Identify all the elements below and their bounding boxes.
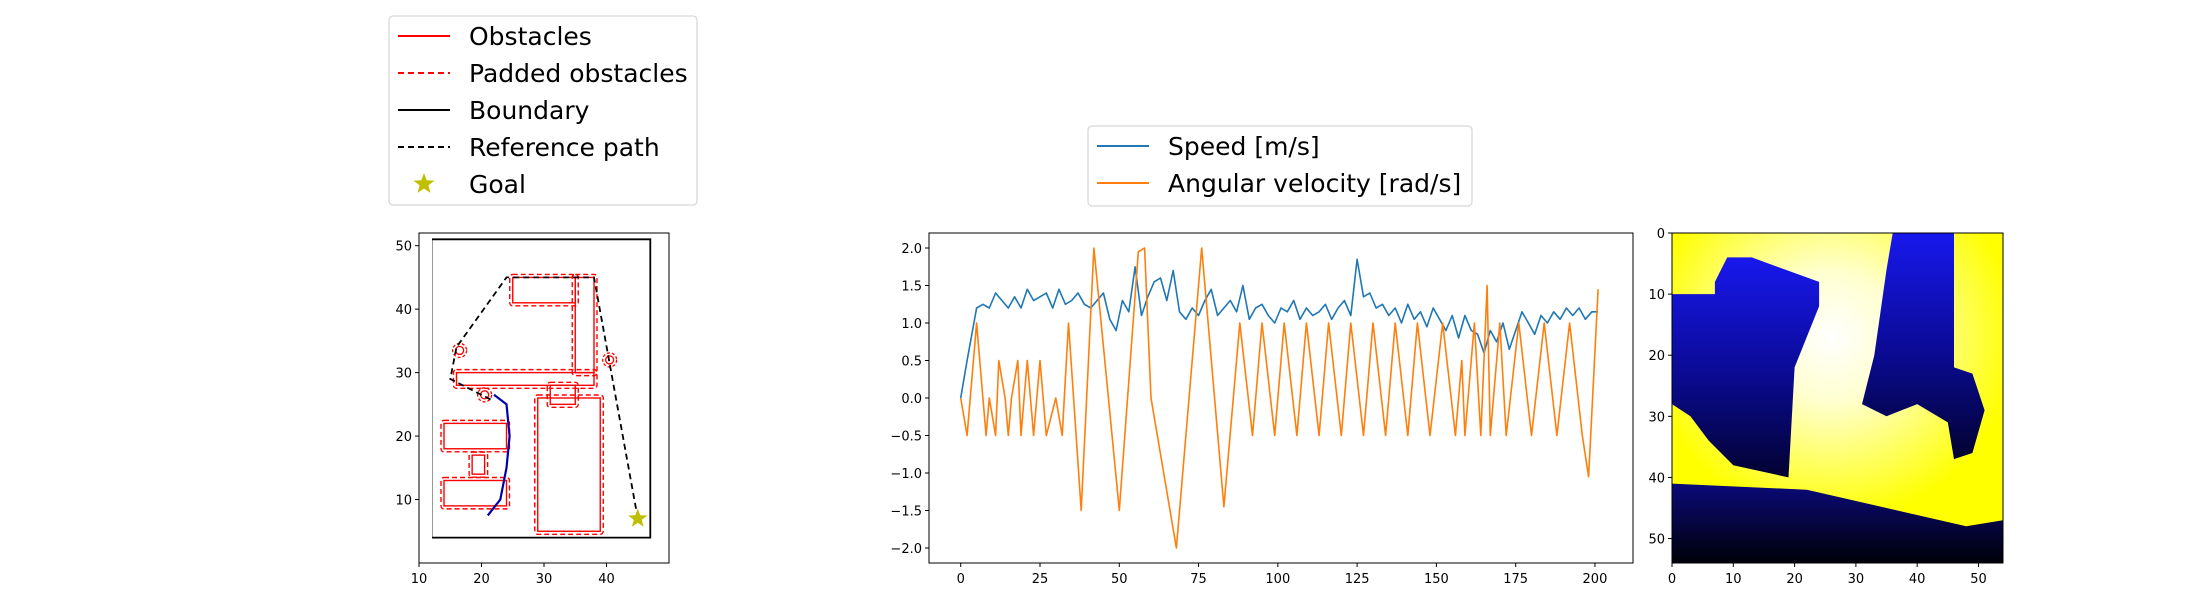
map-chart: 10 20 30 40 10 20 30 40 50 bbox=[395, 232, 670, 587]
obstacle bbox=[443, 479, 508, 507]
boundary bbox=[432, 238, 652, 539]
heatmap-dark-region bbox=[1672, 257, 1820, 478]
signals-chart: 0 25 50 75 100 125 150 175 200 −2.0 −1.5 −1.0 −0.5 0.… bbox=[890, 232, 1634, 587]
y-tick-label: 40 bbox=[395, 303, 412, 318]
legend-label: Angular velocity [rad/s] bbox=[1168, 169, 1461, 198]
x-tick-label: 50 bbox=[1970, 572, 1987, 587]
y-tick-label: 10 bbox=[395, 494, 412, 509]
x-tick-label: 0 bbox=[1668, 572, 1676, 587]
map-legend-frame bbox=[388, 15, 698, 206]
heatmap-dark-region bbox=[1862, 233, 1985, 460]
legend-label: Padded obstacles bbox=[469, 59, 688, 88]
executed-path bbox=[486, 393, 511, 517]
padded-obstacle bbox=[509, 273, 579, 307]
y-tick-label: 0 bbox=[1657, 227, 1665, 242]
padded-obstacle bbox=[440, 419, 511, 453]
y-tick-label: 50 bbox=[395, 240, 412, 255]
obstacle bbox=[471, 454, 486, 475]
x-tick-label: 20 bbox=[473, 572, 490, 587]
legend-label: Obstacles bbox=[469, 22, 592, 51]
y-tick-label: 1.0 bbox=[901, 317, 922, 332]
padded-obstacle bbox=[468, 451, 489, 478]
x-tick-label: 10 bbox=[411, 572, 428, 587]
obstacle bbox=[604, 355, 615, 365]
obstacle bbox=[454, 345, 465, 356]
y-tick-label: 40 bbox=[1648, 471, 1665, 486]
padded-obstacle bbox=[440, 476, 511, 510]
x-tick-label: 0 bbox=[957, 572, 965, 587]
x-tick-label: 75 bbox=[1190, 572, 1207, 587]
goal-marker bbox=[628, 508, 648, 527]
legend-label: Reference path bbox=[469, 133, 660, 162]
y-tick-label: 20 bbox=[1648, 349, 1665, 364]
legend-label: Speed [m/s] bbox=[1168, 132, 1320, 161]
y-tick-label: 0.5 bbox=[901, 355, 922, 370]
padded-obstacle bbox=[476, 387, 493, 403]
y-tick-label: 30 bbox=[1648, 410, 1665, 425]
padded-obstacle bbox=[571, 273, 598, 377]
obstacle bbox=[443, 422, 508, 450]
padded-obstacle bbox=[534, 394, 604, 535]
obstacle bbox=[537, 397, 601, 532]
x-tick-label: 150 bbox=[1424, 572, 1449, 587]
x-tick-label: 125 bbox=[1345, 572, 1370, 587]
legend-label: Goal bbox=[469, 170, 526, 199]
x-tick-label: 175 bbox=[1503, 572, 1528, 587]
y-tick-label: 1.5 bbox=[901, 280, 922, 295]
signals-legend: Speed [m/s] Angular velocity [rad/s] bbox=[1087, 125, 1473, 207]
obstacle bbox=[455, 371, 595, 387]
legend-goal-star-icon bbox=[413, 173, 435, 193]
y-tick-label: 2.0 bbox=[901, 242, 922, 257]
y-tick-label: 10 bbox=[1648, 288, 1665, 303]
angular-velocity-series-line bbox=[959, 247, 1599, 549]
x-tick-label: 20 bbox=[1786, 572, 1803, 587]
y-tick-label: −2.0 bbox=[890, 542, 922, 557]
legend-label: Boundary bbox=[469, 96, 590, 125]
y-tick-label: 0.0 bbox=[901, 392, 922, 407]
x-tick-label: 10 bbox=[1725, 572, 1742, 587]
y-tick-label: 50 bbox=[1648, 533, 1665, 548]
reference-path bbox=[449, 276, 639, 519]
y-tick-label: 30 bbox=[395, 367, 412, 382]
x-tick-label: 40 bbox=[1909, 572, 1926, 587]
signals-legend-frame bbox=[1087, 125, 1473, 207]
y-tick-label: −1.5 bbox=[890, 505, 922, 520]
map-legend: Obstacles Padded obstacles Boundary Referen… bbox=[388, 15, 698, 206]
x-tick-label: 30 bbox=[1848, 572, 1865, 587]
heatmap-axes-frame bbox=[1671, 232, 2004, 564]
heatmap-dark-region bbox=[1672, 483, 2003, 563]
x-tick-label: 25 bbox=[1032, 572, 1049, 587]
y-tick-label: −1.0 bbox=[890, 467, 922, 482]
obstacle bbox=[512, 276, 576, 304]
x-tick-label: 40 bbox=[598, 572, 615, 587]
x-tick-label: 200 bbox=[1583, 572, 1608, 587]
padded-obstacle bbox=[451, 342, 468, 359]
x-tick-label: 100 bbox=[1265, 572, 1290, 587]
y-tick-label: 20 bbox=[395, 430, 412, 445]
y-tick-label: −0.5 bbox=[890, 430, 922, 445]
speed-series-line bbox=[959, 258, 1599, 399]
x-tick-label: 50 bbox=[1111, 572, 1128, 587]
x-tick-label: 30 bbox=[536, 572, 553, 587]
heatmap-chart: 0 10 20 30 40 50 0 10 20 30 40 50 bbox=[1648, 227, 2004, 587]
padded-obstacle bbox=[452, 368, 598, 390]
